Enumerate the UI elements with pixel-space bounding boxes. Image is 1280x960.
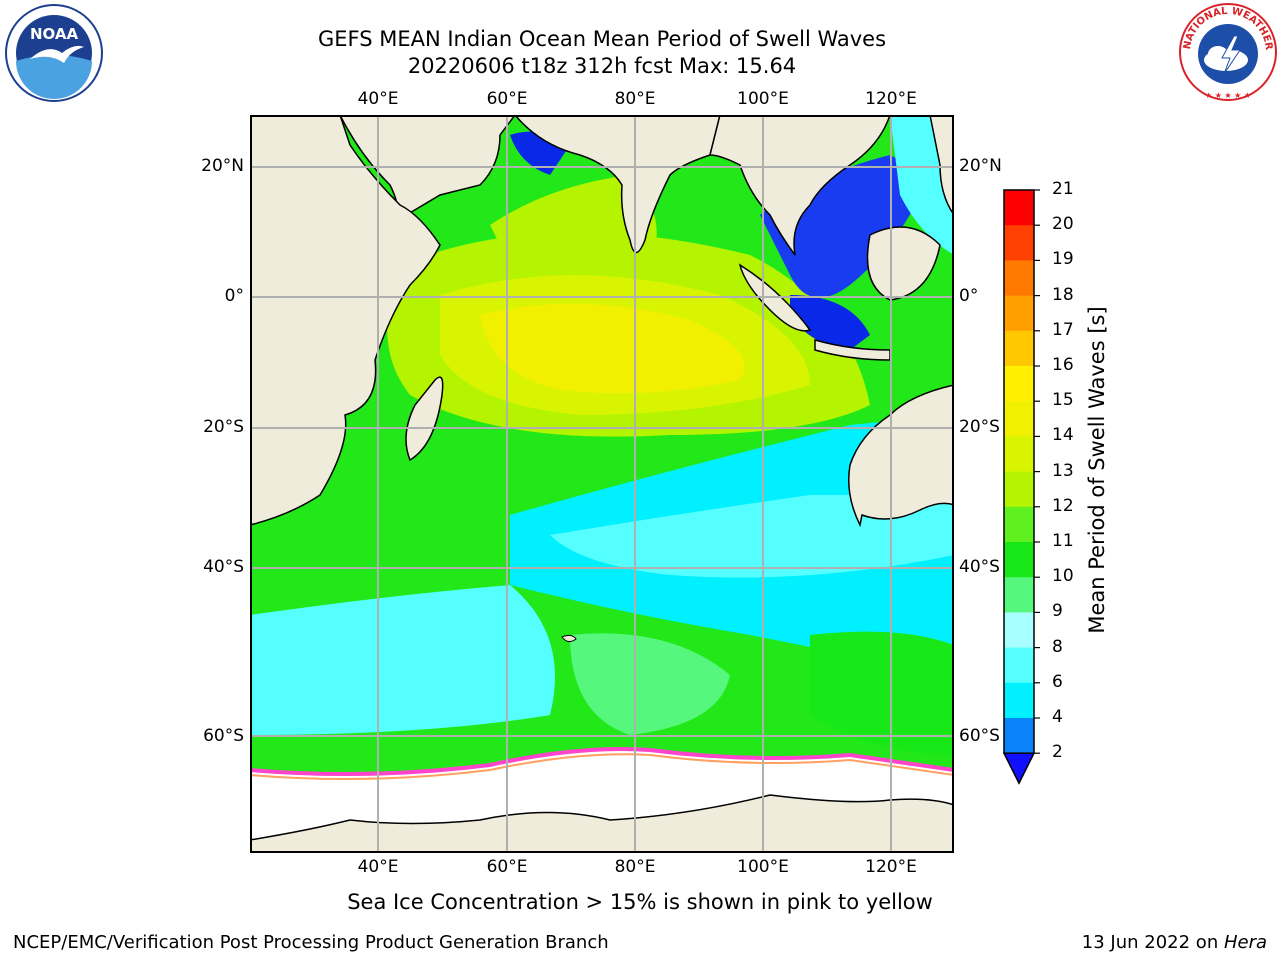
colorbar-segment <box>1004 542 1034 578</box>
footer-date: 13 Jun 2022 on Hera <box>1082 932 1267 953</box>
land-borneo <box>866 226 941 301</box>
colorbar-tick-label: 9 <box>1052 601 1063 622</box>
lat-tick-right-40s: 40°S <box>959 557 1000 577</box>
nws-stars: ★ ★ ★ ★ ★ <box>1205 91 1251 100</box>
colorbar-segment <box>1004 612 1034 649</box>
colorbar-segment <box>1004 295 1034 332</box>
colorbar-tick-label: 12 <box>1052 495 1074 516</box>
colorbar-segment <box>1004 506 1034 543</box>
lat-tick-right-20n: 20°N <box>959 156 1002 176</box>
lon-tick-top-120e: 120°E <box>865 89 917 109</box>
swell-band-java-sea <box>790 295 870 350</box>
lon-tick-bottom-100e: 100°E <box>737 857 789 877</box>
land-africa <box>250 115 441 526</box>
lon-tick-top-100e: 100°E <box>737 89 789 109</box>
colorbar-segment <box>1004 260 1034 297</box>
colorbar-extend-arrow <box>1002 752 1036 785</box>
land-india <box>514 115 721 254</box>
lon-tick-bottom-120e: 120°E <box>865 857 917 877</box>
map-frame <box>250 115 954 853</box>
lat-tick-left-20n: 20°N <box>201 156 244 176</box>
noaa-text: NOAA <box>30 25 79 43</box>
colorbar-tick-label: 14 <box>1052 425 1074 446</box>
noaa-logo: NOAA <box>4 3 104 103</box>
colorbar-tick-label: 4 <box>1052 707 1063 727</box>
colorbar-segment <box>1004 471 1034 508</box>
lon-tick-top-40e: 40°E <box>357 89 399 109</box>
lon-tick-top-60e: 60°E <box>486 89 528 109</box>
lon-tick-top-80e: 80°E <box>614 89 656 109</box>
chart-title-line1: GEFS MEAN Indian Ocean Mean Period of Sw… <box>317 27 887 51</box>
colorbar-tick-label: 20 <box>1052 214 1074 235</box>
footer-branch: NCEP/EMC/Verification Post Processing Pr… <box>13 932 609 953</box>
colorbar-tick-label: 21 <box>1052 179 1074 199</box>
lon-tick-bottom-80e: 80°E <box>614 857 656 877</box>
colorbar-tick-label: 8 <box>1052 636 1063 657</box>
colorbar-segment <box>1004 647 1034 684</box>
swell-band-14-15 <box>480 303 745 394</box>
lat-tick-left-40s: 40°S <box>203 557 244 577</box>
footer-date-text: 13 Jun 2022 on <box>1081 932 1224 953</box>
lat-tick-right-20s: 20°S <box>959 417 1000 437</box>
swell-band-arabian <box>490 175 657 270</box>
swell-period-map <box>250 115 954 853</box>
colorbar-segment <box>1004 577 1034 613</box>
colorbar-segment <box>1004 330 1034 367</box>
colorbar-tick-label: 17 <box>1052 319 1074 340</box>
map-panel <box>250 115 954 853</box>
swell-band-8-9 <box>550 495 954 578</box>
colorbar-tick-label: 18 <box>1052 284 1074 305</box>
lon-tick-bottom-40e: 40°E <box>357 857 399 877</box>
colorbar-tick-label: 11 <box>1052 531 1074 551</box>
colorbar-segment <box>1004 436 1034 473</box>
colorbar-segment <box>1004 366 1034 402</box>
colorbar-segment <box>1004 682 1034 719</box>
colorbar-tick-label: 19 <box>1052 249 1074 270</box>
colorbar-tick-label: 10 <box>1052 566 1074 587</box>
colorbar-tick-label: 16 <box>1052 355 1074 375</box>
graticule <box>250 115 954 853</box>
swell-band-10-11-southeast <box>810 631 954 755</box>
sea-ice-caption: Sea Ice Concentration > 15% is shown in … <box>347 890 933 914</box>
footer-host: Hera <box>1223 932 1267 953</box>
lat-tick-left-20s: 20°S <box>203 417 244 437</box>
lon-tick-bottom-60e: 60°E <box>486 857 528 877</box>
swell-band-southwest <box>250 585 555 735</box>
chart-title-line2: 20220606 t18z 312h fcst Max: 15.64 <box>407 54 797 78</box>
colorbar-segment <box>1004 225 1034 261</box>
colorbar-tick-label: 6 <box>1052 671 1063 692</box>
colorbar-tick-label: 13 <box>1052 460 1074 481</box>
nws-logo: NATIONAL WEATHER SERVICE ★ ★ ★ ★ ★ <box>1174 0 1278 102</box>
land-indochina <box>709 115 891 256</box>
swell-band-9-10-south <box>570 633 730 735</box>
lat-tick-right-0: 0° <box>959 286 979 306</box>
colorbar-tick-label: 15 <box>1052 390 1074 411</box>
colorbar-segment <box>1004 401 1034 437</box>
lat-tick-left-0: 0° <box>224 286 244 306</box>
colorbar-segment <box>1004 718 1034 754</box>
lat-tick-right-60s: 60°S <box>959 726 1000 746</box>
colorbar-segment <box>1004 190 1034 226</box>
colorbar-tick-label: 2 <box>1052 742 1063 763</box>
colorbar-label: Mean Period of Swell Waves [s] <box>1085 306 1109 634</box>
land-madagascar <box>405 376 444 462</box>
land-kerguelen <box>561 634 577 643</box>
lat-tick-left-60s: 60°S <box>203 726 244 746</box>
colorbar <box>1000 186 1040 786</box>
land-australia <box>848 384 954 528</box>
